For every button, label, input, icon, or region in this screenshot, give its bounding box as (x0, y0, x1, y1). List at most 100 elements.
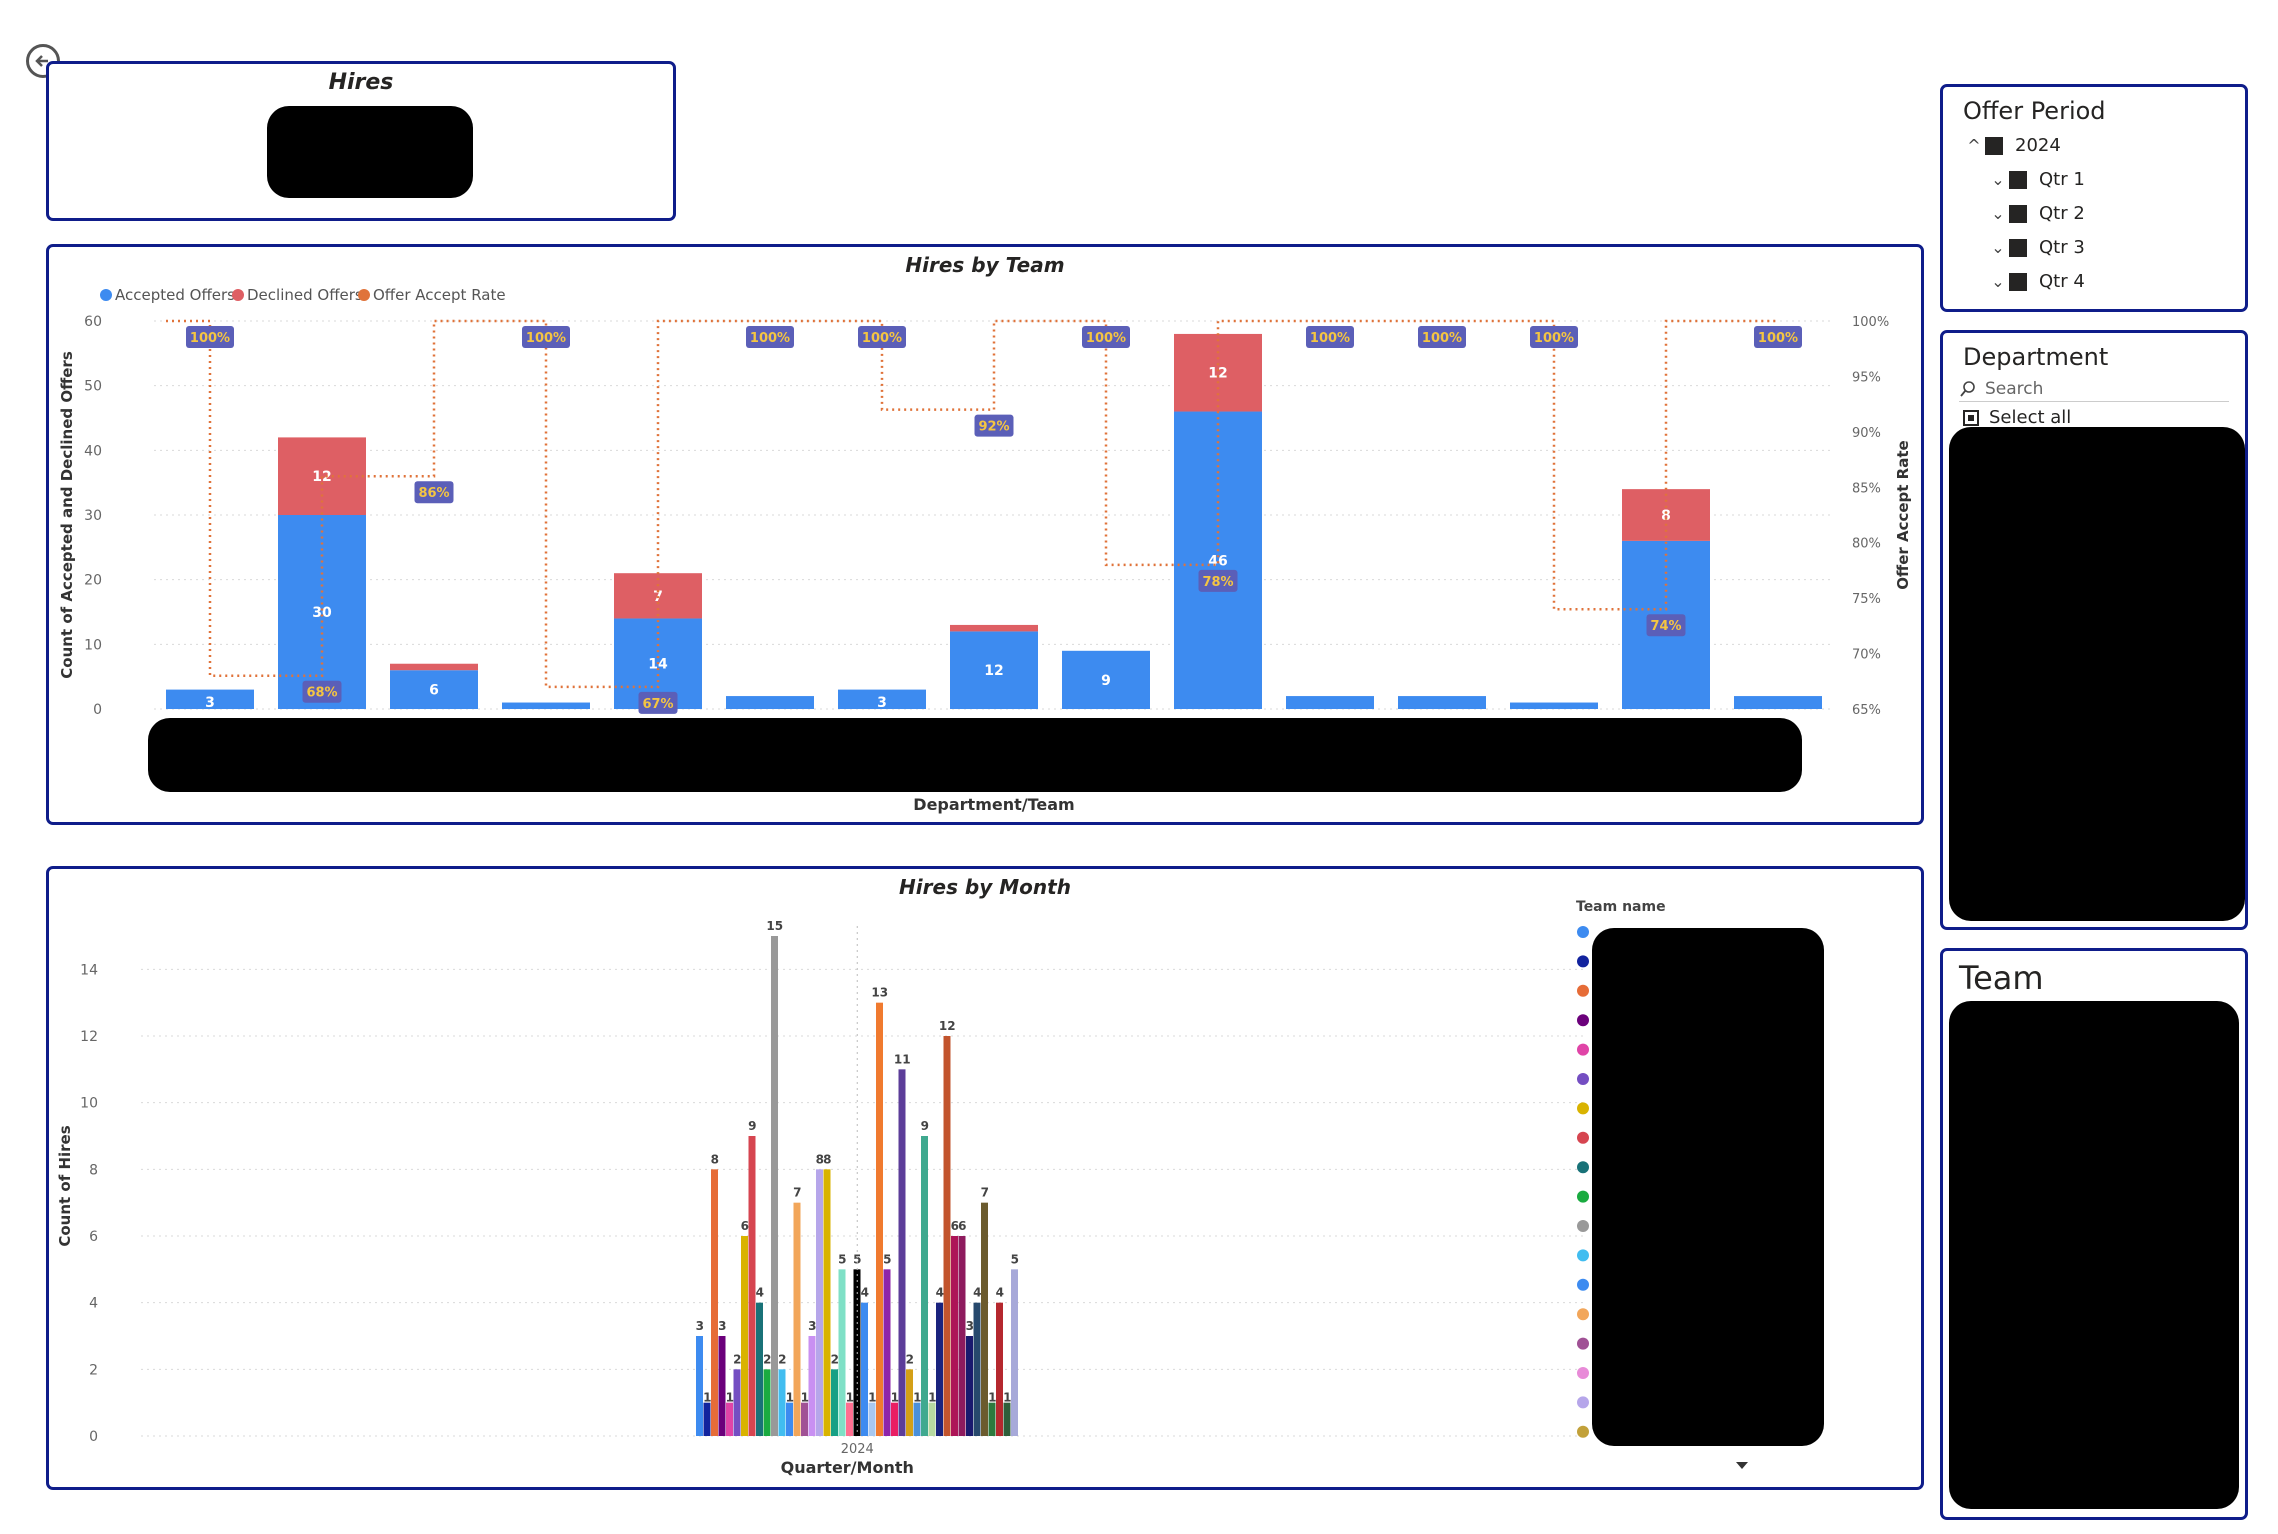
accepted-label: 3 (205, 695, 215, 711)
month-bar (981, 1202, 988, 1436)
legend-dot (1577, 1043, 1589, 1056)
month-bar-label: 3 (718, 1319, 726, 1333)
month-bar (876, 1002, 883, 1436)
month-bar-label: 1 (913, 1391, 921, 1405)
legend-dot (1577, 1425, 1589, 1438)
month-bar-label: 2 (906, 1352, 914, 1366)
declined-bar (950, 624, 1038, 632)
qtr4-checkbox[interactable] (2009, 272, 2027, 291)
rate-label-bg (1082, 326, 1130, 348)
legend-dot (1577, 1131, 1589, 1144)
team-title: Team (1959, 959, 2044, 997)
qtr2-checkbox[interactable] (2009, 204, 2027, 223)
qtr4-row[interactable]: ⌄ Qtr 4 (1987, 271, 2085, 292)
month-bar-label: 1 (868, 1391, 876, 1405)
rate-label-bg (186, 326, 234, 348)
month-bar-label: 4 (756, 1286, 764, 1300)
chevron-down-icon[interactable]: ⌄ (1991, 272, 2005, 291)
month-bar-label: 1 (891, 1391, 899, 1405)
select-all-checkbox[interactable] (1963, 409, 1979, 426)
month-bar (1003, 1402, 1011, 1436)
rate-label: 86% (418, 486, 449, 501)
y-tick-label: 40 (84, 443, 102, 459)
y-tick-label: 60 (84, 314, 102, 330)
month-bar (966, 1336, 973, 1436)
qtr2-label: Qtr 2 (2039, 203, 2085, 224)
rate-label: 100% (1422, 331, 1462, 346)
month-bar (996, 1302, 1003, 1436)
declined-bar (1622, 489, 1710, 541)
chevron-down-icon[interactable]: ⌄ (1991, 238, 2005, 257)
year-checkbox[interactable] (1985, 136, 2003, 155)
offer-period-title: Offer Period (1963, 97, 2106, 125)
accepted-bar (838, 689, 926, 709)
month-bar-label: 13 (871, 986, 888, 1000)
legend-dot (1577, 1190, 1589, 1203)
chevron-down-icon[interactable]: ⌄ (1991, 170, 2005, 189)
rate-label-bg (1418, 326, 1466, 348)
legend-dot (1577, 926, 1589, 938)
y-tick-label: 12 (80, 1029, 98, 1045)
legend-dot (1577, 984, 1589, 997)
team-slicer: Team (1940, 948, 2248, 1520)
accepted-label: 46 (1208, 553, 1227, 569)
hires-by-month-title: Hires by Month (899, 875, 1071, 899)
qtr1-checkbox[interactable] (2009, 170, 2027, 189)
chevron-up-icon[interactable]: ^ (1967, 136, 1981, 155)
month-bar-label: 1 (703, 1391, 711, 1405)
month-bar-label: 2 (778, 1352, 786, 1366)
month-bar (711, 1169, 718, 1436)
y-tick-label: 4 (89, 1296, 98, 1312)
month-bar (703, 1402, 711, 1436)
month-bar (756, 1302, 763, 1436)
qtr3-row[interactable]: ⌄ Qtr 3 (1987, 237, 2085, 258)
month-bar (763, 1369, 771, 1436)
y2-tick-label: 90% (1852, 426, 1881, 441)
qtr2-row[interactable]: ⌄ Qtr 2 (1987, 203, 2085, 224)
y-axis-title: Count of Accepted and Declined Offers (58, 351, 76, 679)
select-all-row[interactable]: Select all (1963, 407, 2071, 428)
x-axis-title: Department/Team (913, 795, 1074, 814)
department-search[interactable]: Search (1959, 377, 2229, 402)
accepted-label: 30 (312, 605, 332, 621)
qtr1-row[interactable]: ⌄ Qtr 1 (1987, 169, 2085, 190)
rate-label: 100% (862, 331, 902, 346)
rate-label-bg (974, 414, 1014, 437)
month-bar-label: 11 (894, 1052, 911, 1066)
y-tick-label: 8 (89, 1162, 98, 1178)
legend-dot (1577, 1308, 1589, 1321)
legend-dot (1577, 1337, 1589, 1350)
month-bar-label: 5 (883, 1252, 891, 1266)
month-bar (906, 1369, 913, 1436)
rate-label: 67% (642, 697, 673, 712)
category-label: 2024 (841, 1442, 874, 1457)
chevron-down-icon[interactable]: ⌄ (1991, 204, 2005, 223)
month-bar (733, 1369, 741, 1436)
month-bar-label: 6 (741, 1219, 749, 1233)
month-bar-label: 8 (823, 1152, 831, 1166)
accepted-label: 12 (984, 663, 1003, 679)
y2-tick-label: 80% (1852, 537, 1881, 552)
qtr3-checkbox[interactable] (2009, 238, 2027, 257)
hires-value-redacted (267, 106, 473, 198)
month-bar (816, 1169, 823, 1436)
legend-label: Offer Accept Rate (373, 286, 506, 304)
month-bar (936, 1302, 943, 1436)
rate-label: 100% (1758, 331, 1798, 346)
y2-tick-label: 75% (1852, 592, 1881, 607)
legend-dot (1577, 1220, 1589, 1232)
rate-label: 100% (190, 331, 230, 346)
month-bar (943, 1036, 951, 1436)
legend-dot (1577, 955, 1589, 968)
rate-label-bg (414, 481, 454, 504)
search-input[interactable]: Search (1985, 379, 2044, 399)
team-axis-labels-redacted (148, 718, 1802, 792)
year-2024-row[interactable]: ^ 2024 (1963, 135, 2061, 156)
rate-label: 100% (526, 331, 566, 346)
department-title: Department (1963, 343, 2109, 371)
month-bar (861, 1302, 868, 1436)
month-bar (988, 1402, 996, 1436)
rate-label: 92% (978, 420, 1009, 435)
month-bar (838, 1269, 846, 1436)
y2-axis-title: Offer Accept Rate (1894, 440, 1912, 589)
